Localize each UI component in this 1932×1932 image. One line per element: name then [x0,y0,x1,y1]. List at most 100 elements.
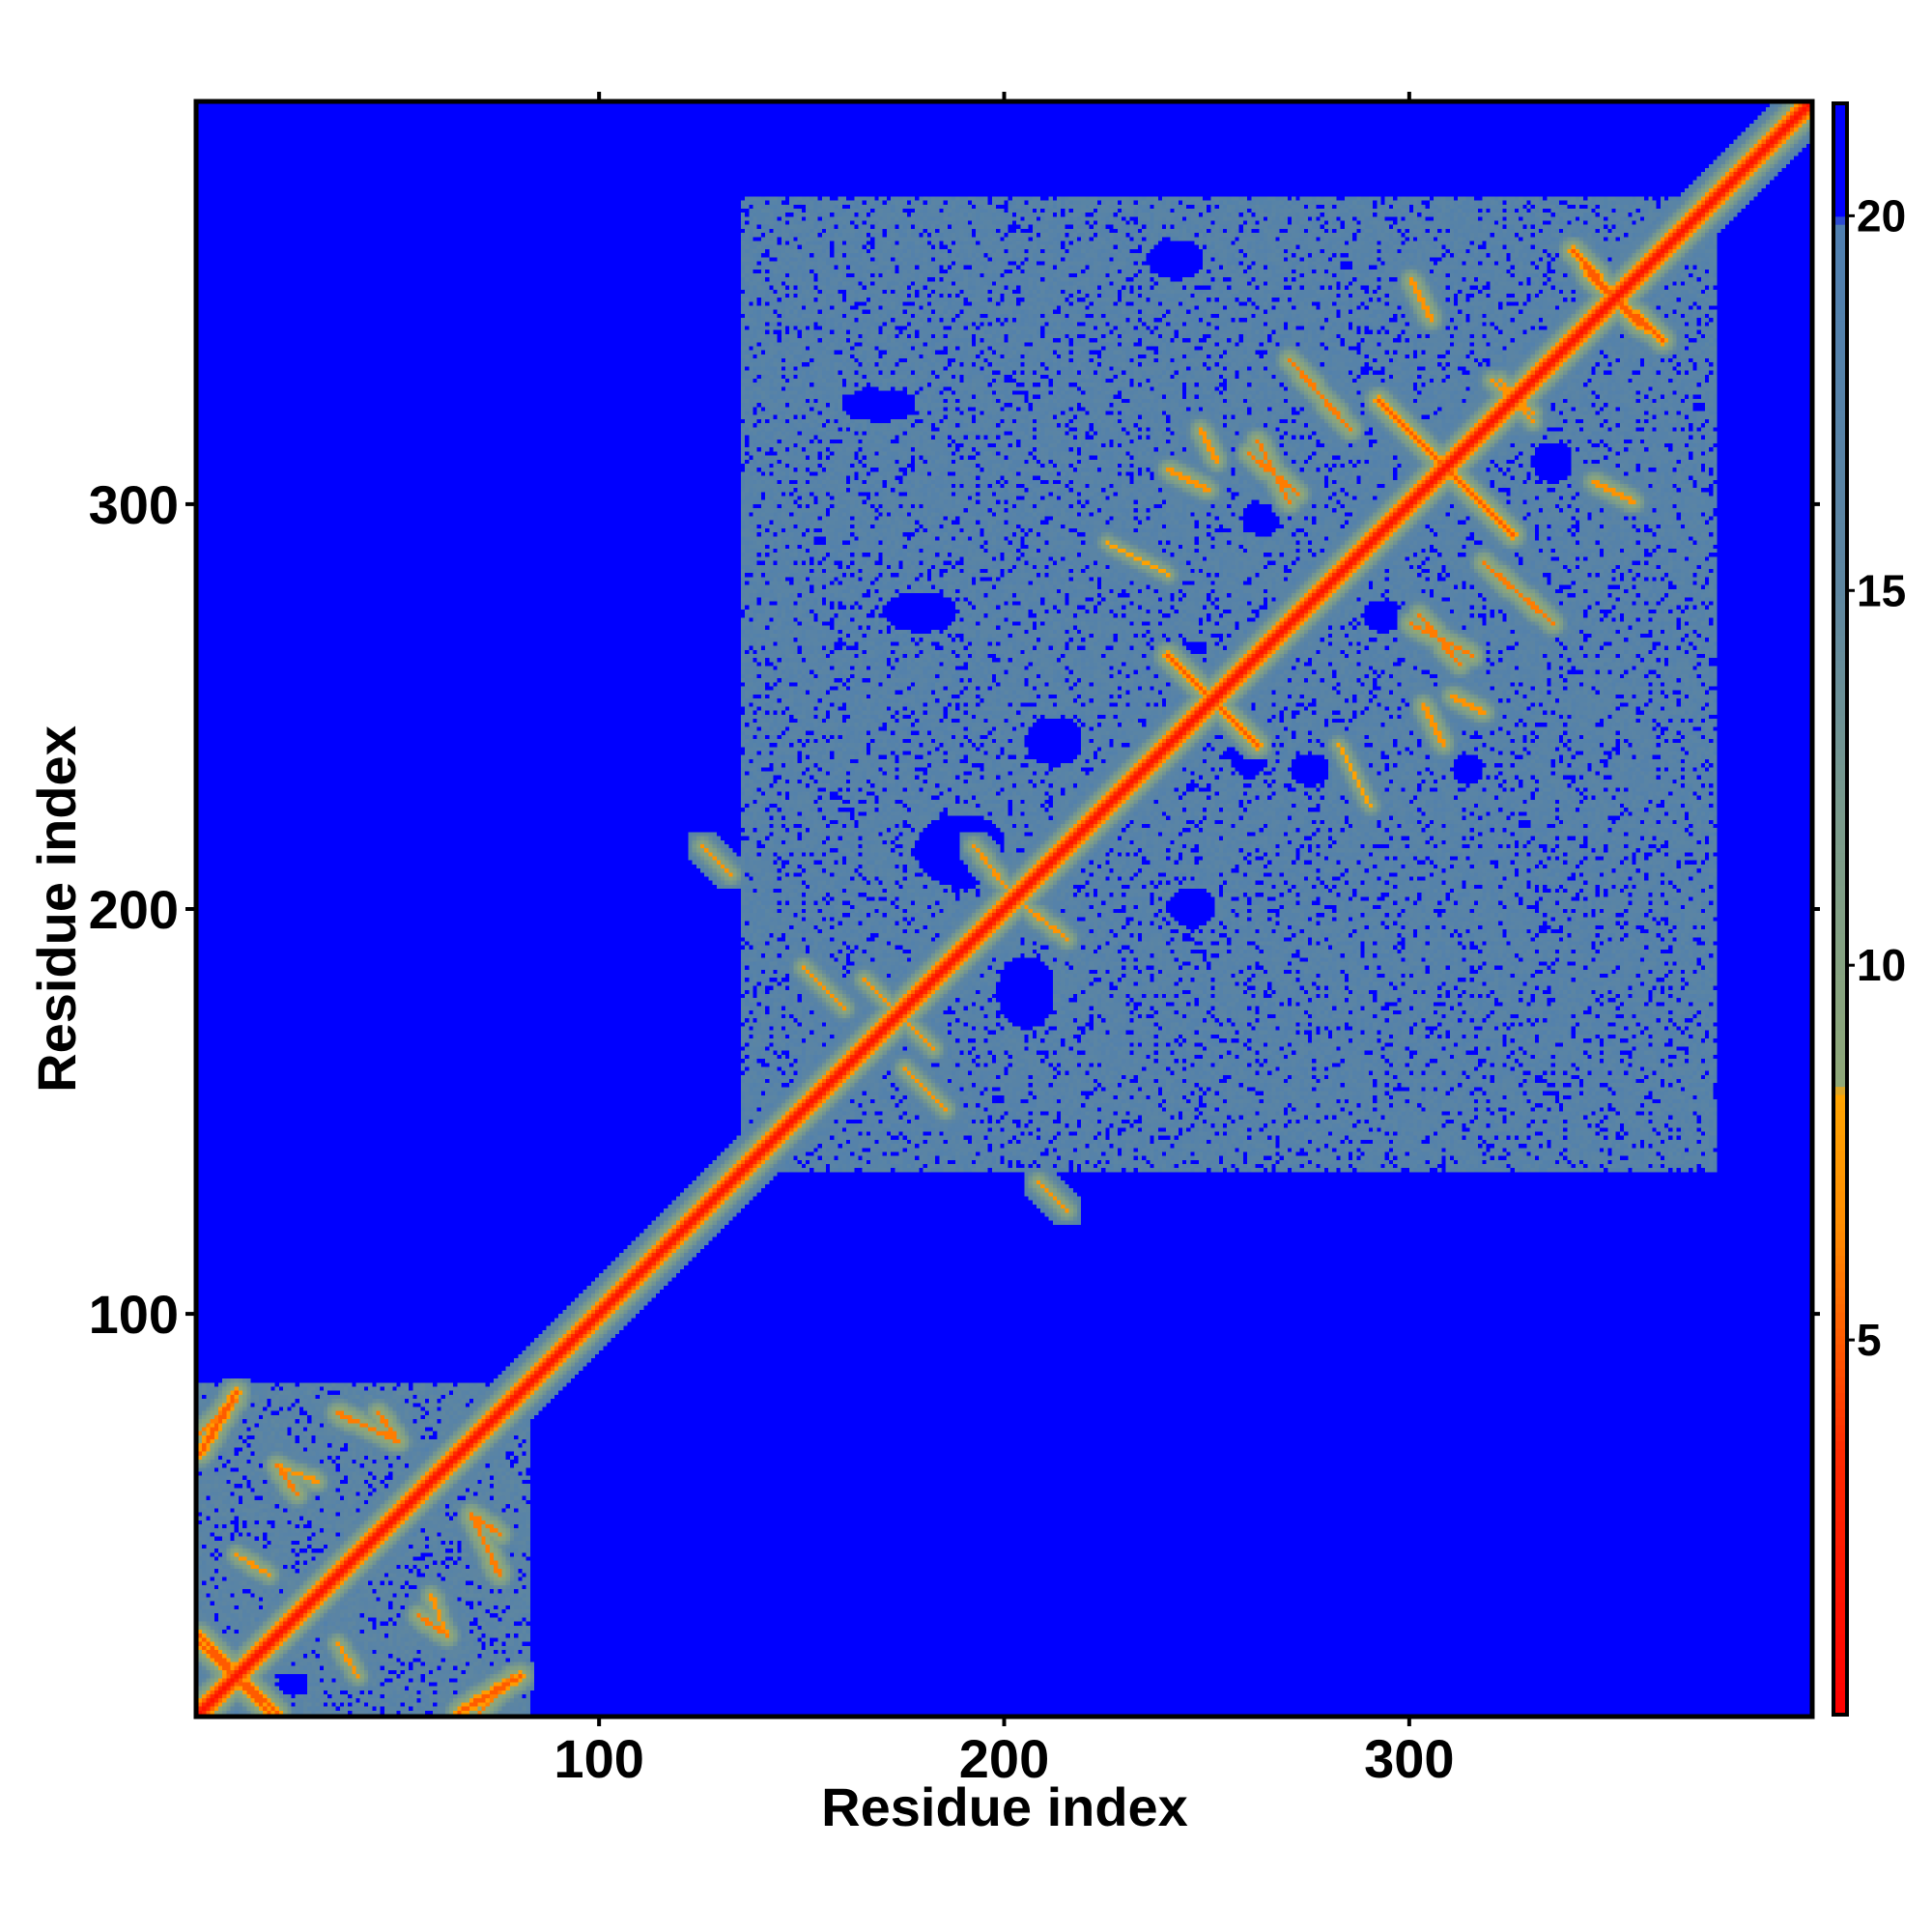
colorbar-segment [1833,159,1847,169]
colorbar-segment [1833,497,1847,507]
colorbar-segment [1833,1344,1847,1353]
colorbar-segment [1833,755,1847,765]
colorbar-segment [1833,675,1847,685]
colorbar-segment [1833,1037,1847,1047]
colorbar-segment [1833,1650,1847,1660]
colorbar-segment [1833,1641,1847,1651]
colorbar-segment [1833,1006,1847,1015]
colorbar-segment [1833,1134,1847,1144]
heatmap-cells [198,103,1810,1715]
colorbar-segment [1833,997,1847,1007]
colorbar-segment [1833,1496,1847,1506]
colorbar-segment [1833,949,1847,958]
colorbar: 5 10 15 20 [1832,101,1906,1717]
colorbar-segment [1833,1698,1847,1708]
colorbar-segment [1833,1013,1847,1023]
colorbar-segment [1833,1433,1847,1442]
colorbar-segment [1833,1360,1847,1369]
colorbar-segment [1833,530,1847,539]
colorbar-segment [1833,933,1847,942]
colorbar-segment [1833,763,1847,773]
colorbar-segment [1833,393,1847,403]
colorbar-segment [1833,691,1847,700]
colorbar-segment [1833,1553,1847,1563]
x-axis-title: Residue index [821,1776,1188,1837]
colorbar-segment [1833,1392,1847,1402]
x-tick-label: 200 [959,1728,1049,1789]
colorbar-segment [1833,1505,1847,1515]
colorbar-segment [1833,1658,1847,1667]
colorbar-segment [1833,215,1847,225]
colorbar-segment [1833,876,1847,886]
colorbar-segment [1833,304,1847,314]
colorbar-segment [1833,635,1847,644]
x-tick-label: 100 [554,1728,643,1789]
colorbar-segment [1833,143,1847,153]
colorbar-segment [1833,611,1847,620]
colorbar-segment [1833,836,1847,845]
colorbar-segment [1833,1214,1847,1224]
colorbar-segment [1833,1674,1847,1684]
colorbar-segment [1833,820,1847,830]
colorbar-segment [1833,135,1847,145]
colorbar-tick-label: 10 [1857,940,1906,990]
colorbar-segment [1833,384,1847,394]
colorbar-segment [1833,1577,1847,1587]
colorbar-segment [1833,900,1847,910]
colorbar-segment [1833,731,1847,741]
colorbar-segment [1833,699,1847,709]
colorbar-segment [1833,603,1847,612]
colorbar-segment [1833,1336,1847,1345]
colorbar-segment [1833,618,1847,628]
colorbar-segment [1833,449,1847,459]
colorbar-segment [1833,1175,1847,1184]
colorbar-segment [1833,1295,1847,1305]
colorbar-segment [1833,280,1847,290]
colorbar-segment [1833,1351,1847,1361]
colorbar-segment [1833,1440,1847,1450]
colorbar-segment [1833,401,1847,411]
colorbar-segment [1833,1537,1847,1547]
colorbar-segment [1833,868,1847,878]
colorbar-segment [1833,272,1847,282]
colorbar-segment [1833,1151,1847,1160]
colorbar-segment [1833,336,1847,346]
colorbar-segment [1833,321,1847,330]
colorbar-segment [1833,1569,1847,1578]
colorbar-segment [1833,1464,1847,1474]
colorbar-segment [1833,256,1847,266]
colorbar-segment [1833,627,1847,637]
colorbar-segment [1833,579,1847,587]
colorbar-segment [1833,1045,1847,1055]
colorbar-segment [1833,642,1847,652]
colorbar-segment [1833,466,1847,475]
colorbar-segment [1833,1634,1847,1643]
colorbar-segment [1833,715,1847,724]
colorbar-segment [1833,1118,1847,1127]
colorbar-segment [1833,481,1847,491]
colorbar-segment [1833,1142,1847,1151]
colorbar-segment [1833,957,1847,966]
colorbar-segment [1833,490,1847,499]
colorbar-segment [1833,683,1847,693]
colorbar-segment [1833,232,1847,242]
colorbar-segment [1833,1110,1847,1120]
colorbar-segment [1833,328,1847,338]
colorbar-segment [1833,1320,1847,1329]
colorbar-segment [1833,1545,1847,1554]
colorbar-segment [1833,369,1847,379]
colorbar-segment [1833,1094,1847,1103]
colorbar-segment [1833,1231,1847,1240]
colorbar-tick-label: 20 [1857,190,1906,241]
colorbar-segment [1833,1238,1847,1248]
colorbar-segment [1833,1158,1847,1168]
heatmap-layer [198,103,1810,1715]
colorbar-segment [1833,1457,1847,1466]
colorbar-segment [1833,796,1847,806]
colorbar-segment [1833,1529,1847,1539]
colorbar-segment [1833,119,1847,128]
colorbar-segment [1833,1126,1847,1136]
colorbar-segment [1833,1247,1847,1257]
colorbar-segment [1833,1021,1847,1031]
